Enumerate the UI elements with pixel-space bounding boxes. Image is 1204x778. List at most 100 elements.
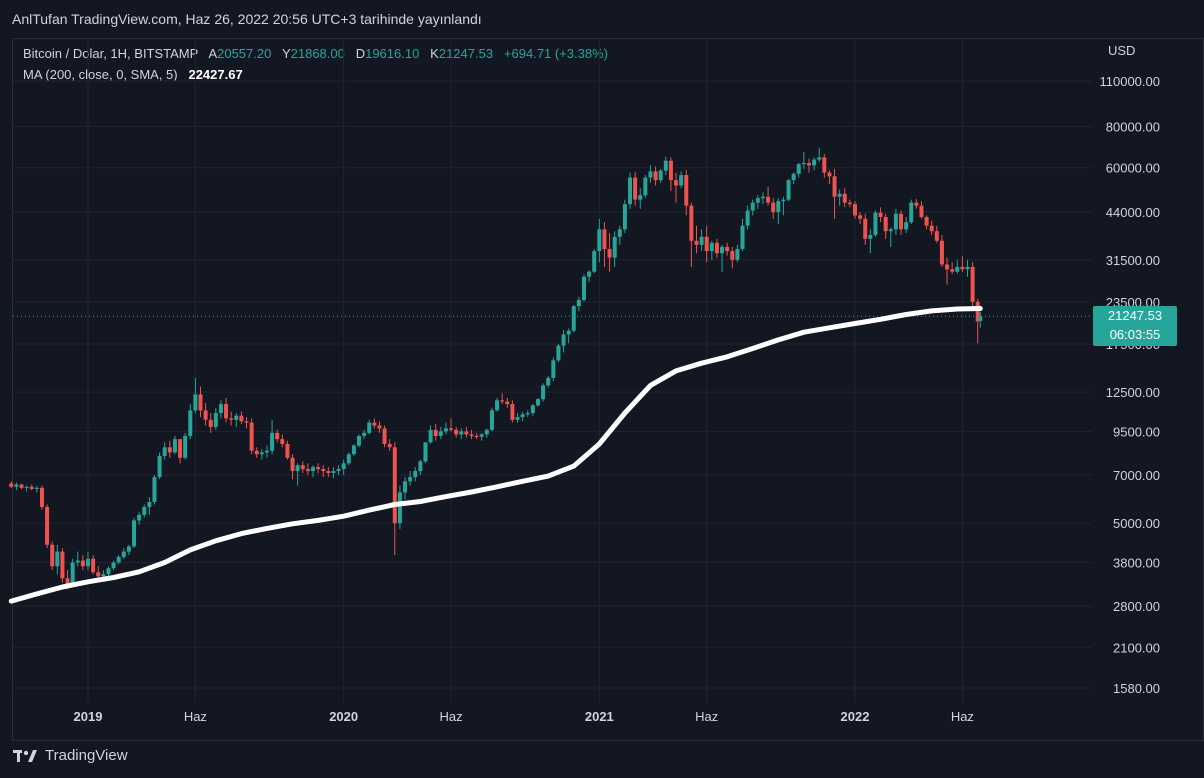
candle-body <box>126 546 131 552</box>
candle-body <box>372 422 377 426</box>
candle-body <box>60 551 65 579</box>
candle-body <box>904 222 909 230</box>
candle-body <box>229 418 234 420</box>
candle-body <box>709 242 714 252</box>
candle-body <box>178 439 183 458</box>
candle-body <box>264 450 269 453</box>
candle-body <box>341 463 346 470</box>
candle-body <box>500 400 505 402</box>
candle-body <box>224 404 229 419</box>
y-tick-label: 9500.00 <box>1113 424 1160 439</box>
candle-body <box>96 572 101 577</box>
candle-body <box>239 415 244 422</box>
candle-body <box>699 236 704 245</box>
candle-body <box>14 484 19 487</box>
candle-body <box>183 435 188 458</box>
candle-body <box>351 445 356 455</box>
candle-body <box>868 234 873 239</box>
candle-body <box>367 422 372 433</box>
candle-body <box>899 213 904 230</box>
candle-body <box>357 435 362 446</box>
candle-body <box>111 562 116 569</box>
candle-body <box>377 425 382 429</box>
candle-body <box>408 477 413 482</box>
x-tick-label: 2020 <box>329 709 358 724</box>
candle-body <box>208 419 213 427</box>
candle-body <box>760 196 765 199</box>
candle-body <box>86 558 90 567</box>
candle-body <box>566 330 571 335</box>
candle-body <box>755 198 760 203</box>
candle-body <box>101 574 106 577</box>
candle-body <box>469 434 474 436</box>
ma-label[interactable]: MA (200, close, 0, SMA, 5) <box>23 67 178 82</box>
candle-body <box>45 506 50 545</box>
bar-countdown: 06:03:55 <box>1109 327 1161 342</box>
candle-body <box>259 452 264 455</box>
candle-body <box>392 447 397 524</box>
candle-body <box>837 193 842 197</box>
candle-body <box>157 455 162 478</box>
currency-label[interactable]: USD <box>1108 43 1136 58</box>
candle-body <box>449 428 454 430</box>
candle-body <box>878 212 883 218</box>
tradingview-logo-icon <box>13 749 37 762</box>
candle-body <box>29 486 34 490</box>
candle-body <box>924 217 929 226</box>
close-value: 21247.53 <box>438 46 494 61</box>
candle-body <box>167 447 172 453</box>
last-price-tag: 21247.53 06:03:55 <box>1093 306 1177 346</box>
last-price-value: 21247.53 <box>1107 308 1163 323</box>
candle-body <box>653 171 658 181</box>
candle-body <box>295 465 300 472</box>
candle-body <box>270 432 275 451</box>
candle-body <box>725 246 730 252</box>
candle-body <box>510 404 515 420</box>
candle-body <box>305 469 310 472</box>
close-label: K <box>430 46 439 61</box>
candle-body <box>433 429 438 436</box>
candle-body <box>423 442 428 462</box>
candle-body <box>316 467 321 470</box>
candle-body <box>80 560 85 567</box>
candle-body <box>218 404 223 414</box>
candle-body <box>663 160 668 171</box>
candle-body <box>515 417 520 420</box>
candle-body <box>714 242 719 254</box>
y-tick-label: 12500.00 <box>1106 385 1160 400</box>
candle-body <box>581 276 586 300</box>
candle-body <box>556 345 561 361</box>
candle-body <box>617 229 622 237</box>
y-tick-label: 110000.00 <box>1100 74 1161 89</box>
candle-body <box>730 251 735 260</box>
candle-body <box>955 266 960 272</box>
candle-body <box>234 415 239 420</box>
candle-body <box>530 405 535 414</box>
candle-body <box>945 264 950 270</box>
candle-body <box>464 431 469 435</box>
candle-body <box>403 481 408 493</box>
candle-body <box>970 266 975 302</box>
candle-body <box>893 213 898 230</box>
symbol-name[interactable]: Bitcoin / Dolar, 1H, BITSTAMP <box>23 46 199 61</box>
candle-body <box>326 471 331 474</box>
candle-body <box>505 401 510 405</box>
candle-body <box>484 429 489 435</box>
candle-body <box>290 457 295 472</box>
candle-body <box>684 175 689 206</box>
ma-value: 22427.67 <box>188 67 243 82</box>
candle-body <box>459 431 464 435</box>
candle-body <box>213 413 218 427</box>
x-tick-label: 2021 <box>585 709 614 724</box>
candle-body <box>244 421 249 423</box>
chart-frame[interactable] <box>12 38 1204 741</box>
candle-body <box>121 551 126 557</box>
candle-body <box>689 205 694 241</box>
low-value: 19616.10 <box>365 46 420 61</box>
tradingview-logo[interactable]: TradingView <box>13 747 128 764</box>
candle-body <box>198 394 203 411</box>
candle-body <box>965 266 970 270</box>
candle-body <box>939 240 944 265</box>
x-tick-label: Haz <box>951 709 974 724</box>
